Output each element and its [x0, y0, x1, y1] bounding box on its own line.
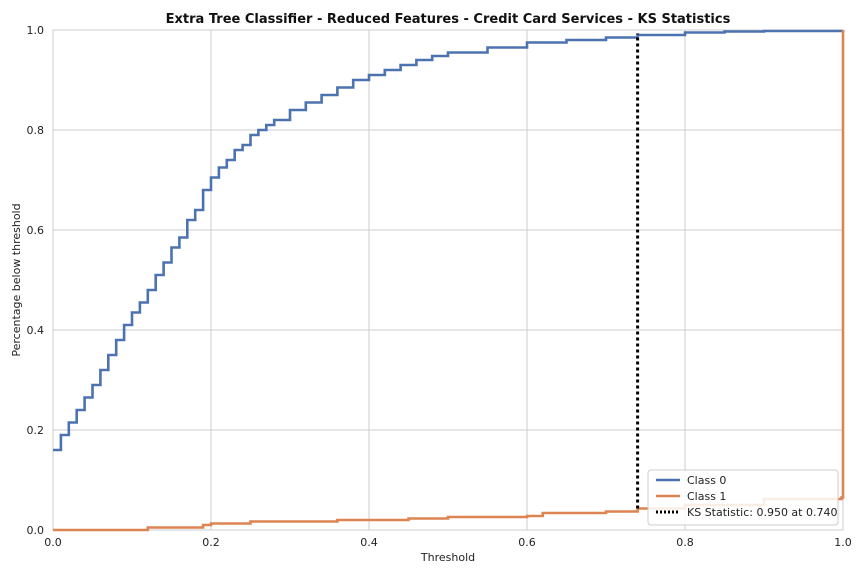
x-tick-label: 1.0 [834, 536, 852, 549]
series-line-class-0 [53, 29, 845, 452]
legend-box [647, 469, 839, 526]
y-tick-labels: 0.0 0.2 0.4 0.6 0.8 1.0 [27, 24, 45, 537]
x-tick-labels: 0.0 0.2 0.4 0.6 0.8 1.0 [44, 536, 852, 549]
legend-item-class-1: Class 1 [656, 490, 726, 503]
chart-title: Extra Tree Classifier - Reduced Features… [166, 12, 731, 27]
legend-items: Class 0 Class 1 KS Statistic: 0.950 at 0.7… [656, 474, 837, 519]
y-tick-label: 1.0 [27, 24, 45, 37]
x-axis-title: Threshold [420, 551, 475, 564]
legend-label: Class 1 [687, 490, 726, 503]
legend-label: KS Statistic: 0.950 at 0.740 [687, 506, 837, 519]
y-tick-label: 0.0 [27, 524, 45, 537]
y-tick-label: 0.8 [27, 124, 45, 137]
y-tick-label: 0.2 [27, 424, 45, 437]
x-tick-label: 0.2 [202, 536, 220, 549]
x-tick-label: 0.8 [676, 536, 694, 549]
x-tick-label: 0.6 [518, 536, 536, 549]
legend-item-class-0: Class 0 [656, 474, 726, 487]
legend: Class 0 Class 1 KS Statistic: 0.950 at 0.7… [647, 469, 839, 526]
x-tick-label: 0.4 [360, 536, 378, 549]
legend-label: Class 0 [687, 474, 726, 487]
grid [52, 29, 844, 531]
y-axis-title: Percentage below threshold [10, 203, 23, 356]
x-tick-label: 0.0 [44, 536, 62, 549]
y-tick-label: 0.6 [27, 224, 45, 237]
y-tick-label: 0.4 [27, 324, 45, 337]
legend-item-ks-statistic: KS Statistic: 0.950 at 0.740 [656, 506, 837, 519]
